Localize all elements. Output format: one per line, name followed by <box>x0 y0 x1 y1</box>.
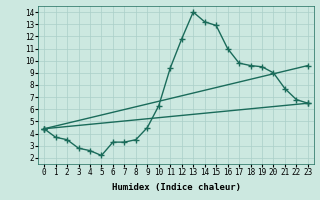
X-axis label: Humidex (Indice chaleur): Humidex (Indice chaleur) <box>111 183 241 192</box>
